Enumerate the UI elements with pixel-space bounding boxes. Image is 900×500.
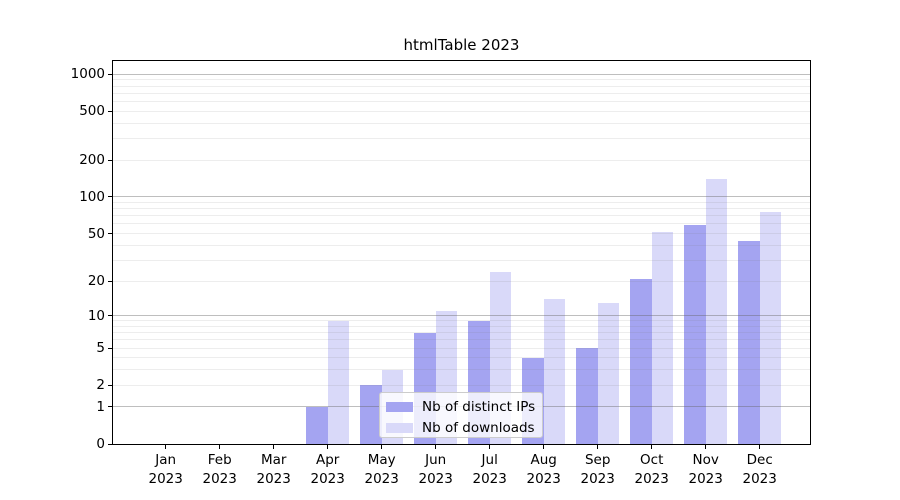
- x-tick-mark: [705, 445, 707, 449]
- x-tick-mark: [273, 445, 275, 449]
- minor-gridline: [113, 280, 810, 282]
- y-tick-label: 50: [87, 225, 105, 242]
- y-tick-mark: [108, 406, 112, 408]
- minor-gridline: [113, 92, 810, 94]
- minor-gridline: [113, 320, 810, 322]
- x-tick-label-apr: Apr 2023: [310, 452, 345, 487]
- bar-downloads-aug: [543, 299, 566, 444]
- bar-ips-apr: [306, 406, 328, 444]
- y-tick-mark: [108, 233, 112, 235]
- x-tick-label-mar: Mar 2023: [256, 452, 291, 487]
- y-tick-label: 2: [96, 377, 105, 394]
- minor-gridline: [113, 215, 810, 217]
- y-tick-label: 1: [96, 398, 105, 415]
- y-tick-mark: [108, 159, 112, 161]
- bar-downloads-sep: [597, 302, 620, 444]
- bar-ips-oct: [630, 278, 652, 444]
- bar-ips-may: [360, 385, 382, 444]
- x-tick-label-jun: Jun 2023: [418, 452, 453, 487]
- minor-gridline: [113, 101, 810, 102]
- bar-downloads-dec: [759, 212, 782, 444]
- minor-gridline: [113, 259, 810, 261]
- minor-gridline: [113, 233, 810, 235]
- y-tick-label: 200: [79, 152, 105, 169]
- major-gridlines-layer: [113, 61, 810, 444]
- y-tick-mark: [108, 315, 112, 317]
- y-tick-label: 500: [79, 103, 105, 120]
- minor-gridline: [113, 79, 810, 81]
- y-tick-label: 0: [96, 436, 105, 452]
- minor-gridline: [113, 159, 810, 161]
- plot-area: Nb of distinct IPs Nb of downloads: [112, 60, 811, 445]
- x-tick-mark: [489, 445, 491, 449]
- x-tick-mark: [381, 445, 383, 449]
- bars-layer: [113, 61, 810, 444]
- bar-downloads-nov: [705, 179, 728, 444]
- minor-gridline: [113, 202, 810, 204]
- bar-downloads-oct: [651, 231, 674, 444]
- y-tick-mark: [108, 347, 112, 349]
- major-gridline: [113, 196, 810, 198]
- y-tick-mark: [108, 73, 112, 75]
- minor-gridline: [113, 325, 810, 327]
- y-tick-label: 20: [87, 273, 105, 290]
- x-tick-label-oct: Oct 2023: [634, 452, 669, 487]
- y-tick-mark: [108, 196, 112, 198]
- x-tick-mark: [435, 445, 437, 449]
- legend-swatch-distinct-ips: [386, 402, 413, 412]
- x-tick-label-jul: Jul 2023: [472, 452, 507, 487]
- bar-ips-nov: [684, 224, 706, 444]
- bar-ips-sep: [576, 348, 598, 444]
- bar-downloads-apr: [327, 320, 350, 444]
- major-gridline: [113, 73, 810, 75]
- minor-gridline: [113, 223, 810, 225]
- y-tick-mark: [108, 110, 112, 112]
- minor-gridline: [113, 357, 810, 359]
- x-tick-label-sep: Sep 2023: [580, 452, 615, 487]
- y-tick-mark: [108, 384, 112, 386]
- x-tick-mark: [543, 445, 545, 449]
- y-tick-label: 10: [87, 307, 105, 324]
- y-tick-label: 100: [79, 188, 105, 205]
- x-tick-label-nov: Nov 2023: [688, 452, 723, 487]
- minor-gridline: [113, 85, 810, 87]
- minor-gridline: [113, 347, 810, 349]
- legend-swatch-downloads: [386, 423, 413, 433]
- legend-label-distinct-ips: Nb of distinct IPs: [422, 399, 536, 415]
- x-tick-mark: [327, 445, 329, 449]
- x-tick-mark: [165, 445, 167, 449]
- x-tick-label-feb: Feb 2023: [202, 452, 237, 487]
- x-tick-mark: [651, 445, 653, 449]
- minor-gridline: [113, 339, 810, 341]
- minor-gridline: [113, 208, 810, 210]
- legend-label-downloads: Nb of downloads: [422, 420, 535, 436]
- legend-item-distinct-ips: Nb of distinct IPs: [386, 398, 536, 416]
- x-tick-mark: [219, 445, 221, 449]
- minor-gridline: [113, 244, 810, 246]
- legend-item-downloads: Nb of downloads: [386, 419, 536, 437]
- x-tick-mark: [597, 445, 599, 449]
- y-tick-label: 1000: [70, 66, 105, 83]
- minor-gridline: [113, 384, 810, 386]
- x-tick-label-aug: Aug 2023: [526, 452, 561, 487]
- minor-gridline: [113, 122, 810, 124]
- x-tick-mark: [759, 445, 761, 449]
- chart-title: htmlTable 2023: [403, 36, 520, 54]
- legend: Nb of distinct IPs Nb of downloads: [379, 392, 543, 438]
- bar-ips-dec: [738, 241, 760, 444]
- y-tick-mark: [108, 443, 112, 445]
- x-tick-label-dec: Dec 2023: [742, 452, 777, 487]
- minor-gridline: [113, 332, 810, 334]
- x-tick-label-jan: Jan 2023: [148, 452, 183, 487]
- major-gridline: [113, 315, 810, 317]
- minor-gridline: [113, 110, 810, 112]
- x-tick-label-may: May 2023: [364, 452, 399, 487]
- minor-gridline: [113, 138, 810, 140]
- y-tick-mark: [108, 280, 112, 282]
- y-tick-label: 5: [96, 340, 105, 357]
- minor-gridlines-layer: [113, 61, 810, 444]
- minor-gridline: [113, 369, 810, 371]
